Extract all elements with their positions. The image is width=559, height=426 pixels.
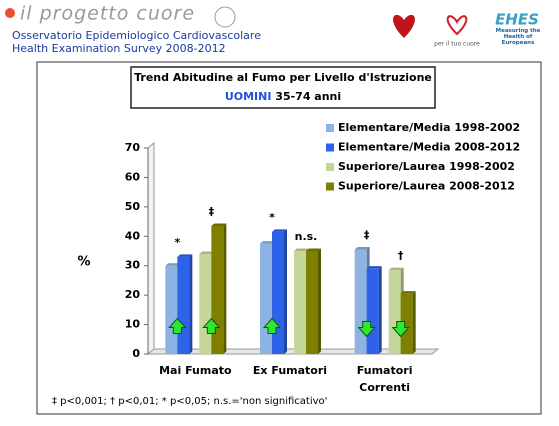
bar-top (366, 266, 382, 269)
logo-emblem (214, 6, 236, 28)
plot-wall (147, 141, 155, 356)
bar-side (223, 223, 227, 354)
partner-logo (446, 15, 468, 36)
bar-top (199, 251, 215, 254)
legend-swatch (326, 182, 334, 191)
y-tick-label: 70 (125, 141, 141, 154)
y-tick-label: 10 (125, 318, 141, 331)
trend-arrow (168, 317, 187, 335)
bar (306, 251, 318, 354)
bar (177, 256, 190, 354)
bar-side (378, 266, 382, 354)
significance-label: ‡ (209, 205, 215, 218)
legend-label: Elementare/Media 1998-2002 (338, 121, 520, 134)
bar-top (400, 291, 416, 294)
partner-text: Measuring the Health of Europeans (495, 28, 541, 46)
significance-label: * (269, 211, 275, 224)
trend-arrow (262, 317, 282, 335)
logo-dot (5, 8, 15, 18)
y-tick-label: 50 (125, 200, 141, 213)
chart-subtitle: UOMINI 35-74 anni (225, 90, 341, 103)
chart-frame (36, 61, 542, 415)
y-tick-label: 30 (125, 259, 141, 272)
bar (165, 265, 178, 354)
bar-top (306, 248, 321, 251)
bar (260, 243, 272, 354)
y-tick-label: 60 (125, 170, 141, 183)
bar (272, 231, 284, 354)
bar (294, 251, 306, 354)
subtitle-line: Osservatorio Epidemiologico Cardiovascol… (12, 29, 261, 42)
legend-swatch (326, 124, 334, 132)
footnote: ‡ p<0,001; † p<0,01; * p<0,05; n.s.='non… (52, 396, 327, 407)
partner-text: EHES (495, 11, 539, 29)
bar (366, 268, 379, 354)
bar-top (177, 254, 193, 257)
partner-text: per il tuo cuore (434, 41, 480, 48)
bar-top (211, 223, 227, 226)
bar-top (260, 241, 275, 244)
bar-top (388, 267, 404, 271)
x-tick-label-box: Mai Fumato (159, 364, 232, 377)
x-tick-label: Ex Fumatori (252, 364, 328, 377)
partner-logo (393, 14, 415, 38)
bar-side (318, 248, 321, 354)
x-tick-label-box: Fumatori Correnti (356, 364, 413, 394)
significance-label: ‡ (364, 229, 370, 242)
x-tick-label: Fumatori Correnti (356, 364, 413, 394)
bar-side (189, 254, 193, 354)
significance-label: n.s. (295, 230, 318, 243)
bar-top (272, 229, 287, 232)
trend-arrow (391, 321, 410, 338)
chart-title: Trend Abitudine al Fumo per Livello d'Is… (134, 71, 432, 84)
x-tick-label-box: Ex Fumatori (252, 364, 328, 377)
bar (354, 249, 367, 354)
bar (211, 225, 224, 354)
logo-text: il progetto cuore (20, 3, 195, 25)
legend-label: Elementare/Media 2008-2012 (338, 141, 520, 154)
legend-label: Superiore/Laurea 2008-2012 (338, 180, 515, 193)
trend-arrow (357, 321, 376, 338)
partner-caption: Measuring the Health of Europeans (495, 28, 541, 46)
bar-side (412, 291, 416, 354)
bar (199, 253, 212, 354)
title-box (130, 66, 436, 109)
bar (388, 270, 401, 354)
legend-swatch (326, 163, 334, 171)
y-tick-label: 0 (132, 347, 140, 360)
legend-label: Superiore/Laurea 1998-2002 (338, 160, 515, 173)
subtitle-part: 35-74 anni (275, 90, 341, 103)
bar-top (354, 247, 370, 250)
significance-label: † (398, 249, 404, 262)
y-tick-label: 20 (125, 288, 141, 301)
bar-side (284, 229, 287, 354)
bar (400, 293, 413, 354)
y-axis-label: % (77, 255, 90, 270)
bar-top (294, 248, 309, 251)
subtitle-line: Health Examination Survey 2008-2012 (12, 42, 226, 55)
legend-swatch (326, 143, 334, 152)
subtitle-part: UOMINI (225, 90, 272, 103)
y-tick-label: 40 (125, 229, 141, 242)
significance-label: * (174, 236, 180, 249)
x-tick-label: Mai Fumato (159, 364, 232, 377)
trend-arrow (202, 317, 221, 335)
bar-top (165, 263, 181, 266)
